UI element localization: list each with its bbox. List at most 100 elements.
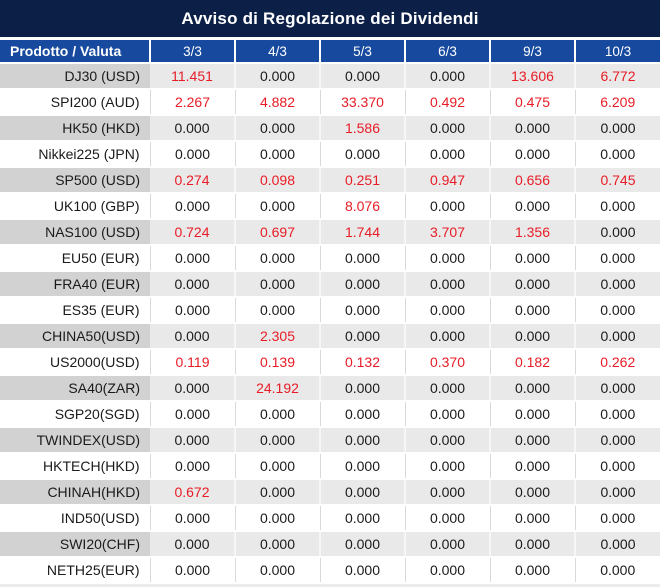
value-cell: 0.000 [234, 453, 320, 480]
table-row: IND50(USD) 0.000 0.000 0.000 0.000 0.000 0.000 [0, 505, 660, 532]
value-cell: 0.000 [489, 141, 575, 168]
value-cell: 0.000 [489, 323, 575, 350]
value-cell: 0.000 [574, 219, 660, 246]
value-cell: 11.451 [150, 63, 235, 90]
value-cell: 0.475 [489, 89, 575, 116]
value-cell: 0.000 [404, 115, 490, 142]
value-cell: 0.000 [574, 245, 660, 272]
value-cell: 0.119 [149, 349, 235, 376]
value-cell: 0.000 [574, 453, 660, 480]
product-cell: EU50 (EUR) [0, 245, 150, 272]
product-cell: SWI20(CHF) [0, 531, 150, 558]
value-cell: 0.000 [574, 427, 660, 454]
value-cell: 0.000 [149, 141, 235, 168]
value-cell: 0.000 [234, 193, 320, 220]
column-header-date-1: 3/3 [149, 40, 235, 64]
product-cell: HK50 (HKD) [0, 115, 150, 142]
product-cell: FRA40 (EUR) [0, 271, 150, 298]
value-cell: 0.000 [574, 479, 660, 506]
product-cell: ES35 (EUR) [0, 297, 150, 324]
value-cell: 0.000 [404, 323, 490, 350]
value-cell: 0.000 [319, 271, 405, 298]
value-cell: 0.000 [574, 115, 660, 142]
value-cell: 0.000 [234, 245, 320, 272]
value-cell: 0.000 [404, 505, 490, 532]
value-cell: 0.000 [574, 271, 660, 298]
value-cell: 0.000 [489, 479, 575, 506]
value-cell: 0.000 [150, 375, 235, 402]
value-cell: 0.000 [234, 271, 320, 298]
table-row: TWINDEX(USD) 0.000 0.000 0.000 0.000 0.000 0.0… [0, 427, 660, 454]
value-cell: 0.000 [149, 245, 235, 272]
value-cell: 0.000 [404, 297, 490, 324]
value-cell: 0.182 [489, 349, 575, 376]
product-cell: IND50(USD) [0, 505, 150, 532]
table-row: CHINAH(HKD) 0.672 0.000 0.000 0.000 0.000 0.00… [0, 479, 660, 506]
table-row: FRA40 (EUR) 0.000 0.000 0.000 0.000 0.000 0.00… [0, 271, 660, 298]
value-cell: 1.744 [319, 219, 405, 246]
value-cell: 0.000 [150, 271, 235, 298]
value-cell: 0.000 [404, 453, 490, 480]
value-cell: 0.656 [489, 167, 575, 194]
value-cell: 0.000 [149, 401, 235, 428]
table-row: NETH25(EUR) 0.000 0.000 0.000 0.000 0.000 0.00… [0, 557, 660, 584]
value-cell: 0.262 [574, 349, 660, 376]
product-cell: CHINAH(HKD) [0, 479, 150, 506]
value-cell: 0.000 [489, 271, 575, 298]
value-cell: 0.000 [150, 323, 235, 350]
value-cell: 0.000 [489, 115, 575, 142]
value-cell: 0.000 [574, 297, 660, 324]
value-cell: 0.000 [319, 427, 405, 454]
value-cell: 24.192 [234, 375, 320, 402]
value-cell: 0.000 [234, 63, 320, 90]
product-cell: TWINDEX(USD) [0, 427, 150, 454]
value-cell: 0.000 [489, 193, 575, 220]
value-cell: 33.370 [319, 89, 405, 116]
value-cell: 2.267 [149, 89, 235, 116]
column-header-date-6: 10/3 [574, 40, 660, 64]
value-cell: 0.000 [489, 557, 575, 584]
value-cell: 0.000 [319, 245, 405, 272]
value-cell: 0.000 [574, 193, 660, 220]
value-cell: 0.000 [404, 479, 490, 506]
table-row: NAS100 (USD) 0.724 0.697 1.744 3.707 1.356 0.0… [0, 219, 660, 246]
value-cell: 0.000 [149, 557, 235, 584]
value-cell: 0.000 [404, 193, 490, 220]
product-cell: SPI200 (AUD) [0, 89, 150, 116]
value-cell: 6.772 [574, 63, 660, 90]
value-cell: 0.000 [489, 505, 575, 532]
value-cell: 0.000 [319, 453, 405, 480]
value-cell: 2.305 [234, 323, 320, 350]
value-cell: 0.000 [319, 297, 405, 324]
value-cell: 1.356 [489, 219, 575, 246]
value-cell: 0.000 [404, 271, 490, 298]
value-cell: 0.000 [574, 505, 660, 532]
table-row: SPI200 (AUD) 2.267 4.882 33.370 0.492 0.475 6.… [0, 89, 660, 116]
value-cell: 0.000 [319, 141, 405, 168]
value-cell: 0.000 [319, 63, 405, 90]
value-cell: 0.132 [319, 349, 405, 376]
table-row: DJ30 (USD) 11.451 0.000 0.000 0.000 13.606 6.7… [0, 63, 660, 90]
value-cell: 0.098 [234, 167, 320, 194]
title-divider [0, 37, 660, 40]
value-cell: 0.000 [489, 401, 575, 428]
value-cell: 0.000 [489, 427, 575, 454]
column-header-date-5: 9/3 [489, 40, 575, 64]
value-cell: 0.000 [574, 557, 660, 584]
value-cell: 0.000 [489, 453, 575, 480]
value-cell: 0.000 [234, 297, 320, 324]
value-cell: 0.000 [404, 141, 490, 168]
value-cell: 0.000 [149, 505, 235, 532]
value-cell: 0.000 [489, 297, 575, 324]
value-cell: 0.000 [319, 557, 405, 584]
table-body: DJ30 (USD) 11.451 0.000 0.000 0.000 13.606 6.7… [0, 63, 660, 584]
value-cell: 8.076 [319, 193, 405, 220]
value-cell: 0.000 [319, 375, 405, 402]
value-cell: 3.707 [404, 219, 490, 246]
value-cell: 0.000 [404, 375, 490, 402]
value-cell: 13.606 [489, 63, 575, 90]
bottom-strip [0, 584, 660, 587]
value-cell: 0.000 [319, 505, 405, 532]
table-row: EU50 (EUR) 0.000 0.000 0.000 0.000 0.000 0.000 [0, 245, 660, 272]
